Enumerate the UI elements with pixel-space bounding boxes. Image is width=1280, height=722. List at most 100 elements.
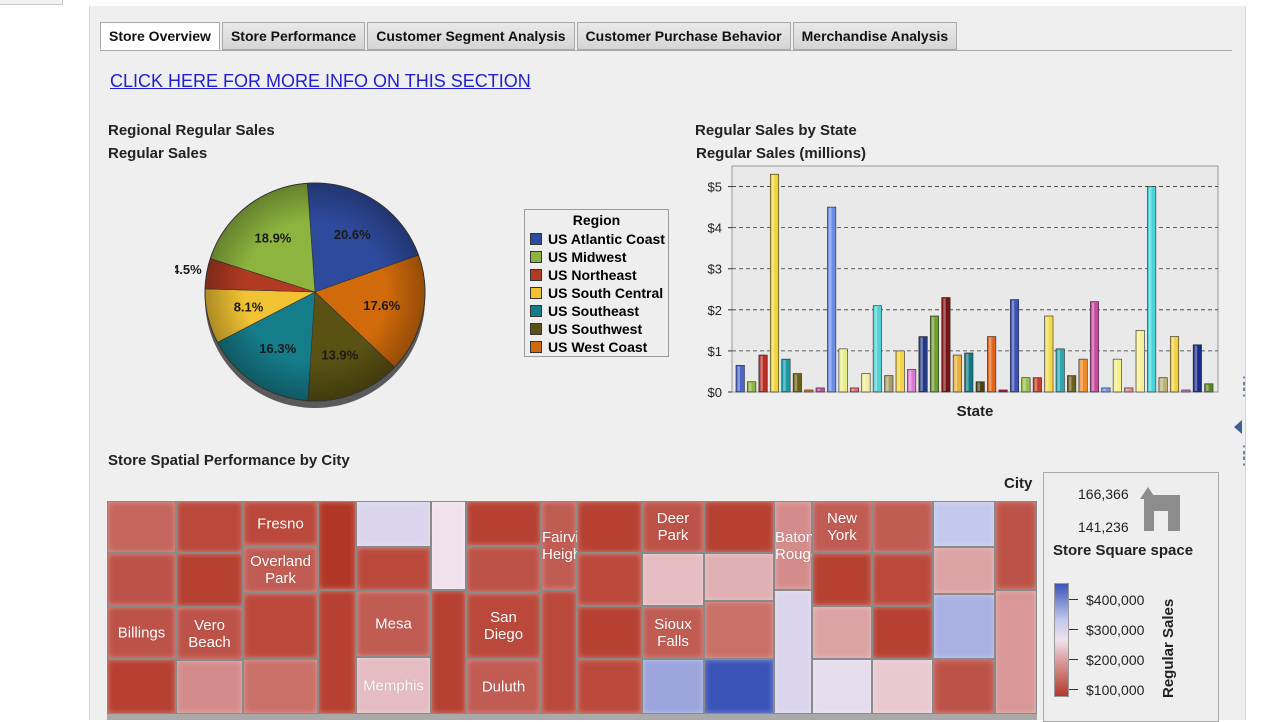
treemap-tile[interactable]: Fairview Heights — [541, 501, 577, 590]
treemap-tile[interactable] — [431, 501, 466, 590]
treemap-tile[interactable] — [872, 606, 933, 659]
treemap-tile[interactable] — [872, 553, 933, 606]
treemap-tile[interactable]: Fresno — [243, 501, 318, 546]
bar[interactable] — [930, 316, 938, 392]
treemap-tile[interactable] — [243, 659, 318, 714]
bar[interactable] — [1136, 330, 1144, 392]
bar[interactable] — [976, 382, 984, 392]
tab-merchandise-analysis[interactable]: Merchandise Analysis — [793, 22, 958, 50]
treemap-tile[interactable]: Duluth — [466, 659, 541, 714]
bar[interactable] — [1033, 378, 1041, 392]
treemap-tile[interactable]: Sioux Falls — [642, 606, 704, 659]
bar[interactable] — [1067, 376, 1075, 392]
bar[interactable] — [873, 306, 881, 392]
bar[interactable] — [896, 351, 904, 392]
treemap-tile[interactable] — [577, 606, 642, 659]
treemap-tile[interactable] — [812, 553, 872, 606]
bar[interactable] — [747, 382, 755, 392]
treemap-tile[interactable]: Memphis — [356, 657, 431, 714]
bar[interactable] — [1205, 384, 1213, 392]
treemap-tile[interactable] — [176, 553, 243, 607]
more-info-link[interactable]: CLICK HERE FOR MORE INFO ON THIS SECTION — [110, 71, 531, 92]
treemap-tile[interactable] — [774, 590, 812, 714]
tab-customer-segment-analysis[interactable]: Customer Segment Analysis — [367, 22, 574, 50]
tab-store-overview[interactable]: Store Overview — [100, 22, 220, 50]
bar[interactable] — [1147, 187, 1155, 392]
treemap-tile[interactable]: New York — [812, 501, 872, 553]
treemap-tile[interactable]: Vero Beach — [176, 607, 243, 660]
bar[interactable] — [1090, 302, 1098, 392]
treemap-tile[interactable] — [642, 659, 704, 714]
bar[interactable] — [782, 359, 790, 392]
treemap-tile[interactable] — [704, 601, 774, 659]
bar[interactable] — [793, 374, 801, 392]
treemap-tile[interactable]: Mesa — [356, 591, 431, 657]
treemap-tile[interactable] — [243, 593, 318, 659]
treemap-tile[interactable] — [107, 553, 176, 606]
treemap-tile[interactable] — [812, 606, 872, 659]
bar[interactable] — [907, 369, 915, 392]
bar[interactable] — [1159, 378, 1167, 392]
treemap-tile[interactable] — [704, 553, 774, 601]
triangle-left-icon[interactable] — [1233, 419, 1243, 435]
bar[interactable] — [919, 337, 927, 392]
bar[interactable] — [816, 388, 824, 392]
treemap-tile[interactable] — [704, 659, 774, 714]
treemap-tile[interactable]: Baton Rouge — [774, 501, 812, 590]
bar[interactable] — [953, 355, 961, 392]
treemap-tile[interactable] — [577, 501, 642, 553]
treemap-tile[interactable] — [356, 547, 431, 591]
treemap-tile[interactable] — [872, 659, 933, 714]
treemap-tile[interactable] — [577, 553, 642, 606]
bar[interactable] — [1056, 349, 1064, 392]
bar[interactable] — [1125, 388, 1133, 392]
treemap-tile[interactable] — [995, 501, 1037, 590]
bar[interactable] — [1102, 388, 1110, 392]
tab-customer-purchase-behavior[interactable]: Customer Purchase Behavior — [577, 22, 791, 50]
treemap-tile[interactable] — [933, 594, 995, 659]
bar[interactable] — [942, 297, 950, 392]
treemap-tile[interactable] — [933, 501, 995, 547]
treemap-tile[interactable] — [466, 501, 541, 546]
treemap-tile[interactable]: Overland Park — [243, 546, 318, 593]
vertical-dots-icon[interactable]: ⋮⋮ — [1236, 380, 1252, 394]
treemap-tile[interactable] — [995, 590, 1037, 714]
bar[interactable] — [805, 390, 813, 392]
bar[interactable] — [1010, 300, 1018, 392]
bar[interactable] — [770, 174, 778, 392]
treemap-tile[interactable]: San Diego — [466, 593, 541, 659]
bar[interactable] — [759, 355, 767, 392]
bar[interactable] — [987, 337, 995, 392]
treemap-tile[interactable] — [872, 501, 933, 553]
treemap-tile[interactable] — [318, 590, 356, 714]
treemap-tile[interactable] — [318, 501, 356, 590]
bar[interactable] — [850, 388, 858, 392]
tab-store-performance[interactable]: Store Performance — [222, 22, 365, 50]
bar[interactable] — [736, 365, 744, 392]
bar[interactable] — [885, 376, 893, 392]
treemap-tile[interactable]: Billings — [107, 606, 176, 659]
bar[interactable] — [999, 390, 1007, 392]
treemap-tile[interactable] — [577, 659, 642, 714]
bar[interactable] — [1045, 316, 1053, 392]
treemap-tile[interactable] — [933, 547, 995, 594]
treemap-tile[interactable] — [107, 659, 176, 714]
treemap-tile[interactable] — [933, 659, 995, 714]
bar[interactable] — [1079, 359, 1087, 392]
vertical-dots-icon[interactable]: ⋮⋮ — [1236, 449, 1252, 463]
bar[interactable] — [827, 207, 835, 392]
bar[interactable] — [1170, 337, 1178, 392]
bar[interactable] — [839, 349, 847, 392]
treemap-tile[interactable] — [704, 501, 774, 553]
treemap-tile[interactable] — [466, 546, 541, 593]
bar[interactable] — [862, 374, 870, 392]
bar[interactable] — [965, 353, 973, 392]
bar[interactable] — [1182, 390, 1190, 392]
bar[interactable] — [1193, 345, 1201, 392]
treemap-tile[interactable] — [107, 501, 176, 553]
treemap-tile[interactable] — [541, 590, 577, 714]
treemap-tile[interactable] — [176, 660, 243, 714]
treemap-tile[interactable]: Deer Park — [642, 501, 704, 553]
treemap-tile[interactable] — [812, 659, 872, 714]
treemap-tile[interactable] — [431, 590, 466, 714]
